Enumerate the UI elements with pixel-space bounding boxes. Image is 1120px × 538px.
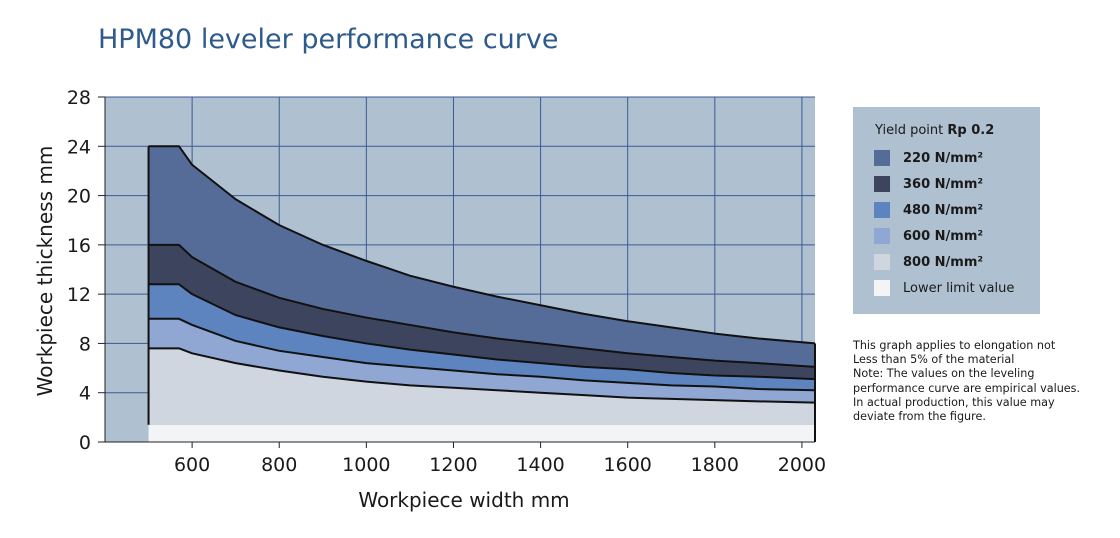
legend-label: 800 N/mm² <box>903 254 984 270</box>
legend: Yield point Rp 0.2 220 N/mm² 360 N/mm² 480… <box>853 107 1040 314</box>
series-line-1 <box>148 243 816 368</box>
x-tick-label: 1600 <box>604 454 652 476</box>
note-line: Note: The values on the leveling <box>853 367 1035 381</box>
x-tick-label: 1000 <box>342 454 390 476</box>
legend-label: 360 N/mm² <box>903 176 984 192</box>
series-line-3 <box>148 317 816 392</box>
note-line: In actual production, this value may <box>853 395 1055 409</box>
note-line: deviate from the figure. <box>853 410 986 424</box>
legend-item: 220 N/mm² <box>874 150 983 166</box>
x-tick-label: 2000 <box>778 454 826 476</box>
x-tick-label: 800 <box>261 454 297 476</box>
y-tick-label: 28 <box>67 87 91 109</box>
y-tick-label: 4 <box>79 383 91 405</box>
legend-item: 800 N/mm² <box>874 254 983 270</box>
x-tick-label: 1200 <box>429 454 477 476</box>
legend-label: 600 N/mm² <box>903 228 984 244</box>
legend-heading-prefix: Yield point <box>875 123 948 138</box>
legend-item: 480 N/mm² <box>874 202 983 218</box>
chart-note: This graph applies to elongation not Les… <box>853 339 1093 424</box>
axes <box>104 97 815 443</box>
y-tick-label: 16 <box>67 235 91 257</box>
legend-item: Lower limit value <box>874 280 1014 296</box>
legend-swatch <box>874 202 890 218</box>
legend-swatch <box>874 176 890 192</box>
x-tick-label: 600 <box>174 454 210 476</box>
legend-swatch <box>874 150 890 166</box>
y-tick-label: 12 <box>67 284 91 306</box>
legend-swatch <box>874 280 890 296</box>
legend-label: 220 N/mm² <box>903 150 984 166</box>
x-tick-label: 1400 <box>516 454 564 476</box>
x-tick-label: 1800 <box>691 454 739 476</box>
series-line-2 <box>148 283 816 381</box>
note-line: Less than 5% of the material <box>853 353 1015 367</box>
y-tick-label: 24 <box>67 136 91 158</box>
legend-swatch <box>874 254 890 270</box>
y-tick-label: 20 <box>67 186 91 208</box>
legend-heading: Yield point Rp 0.2 <box>875 123 994 138</box>
x-axis-label: Workpiece width mm <box>358 488 569 512</box>
note-line: performance curve are empirical values. <box>853 381 1081 395</box>
lower-limit-band <box>148 424 815 442</box>
series-areas <box>147 145 816 442</box>
series-area-4 <box>148 348 815 425</box>
tick-labels: 0 4 8 12 16 20 24 28 600 800 1000 1200 1400 1600 1800 2… <box>67 87 826 476</box>
y-tick-label: 8 <box>79 333 91 355</box>
legend-item: 360 N/mm² <box>874 176 983 192</box>
note-line: This graph applies to elongation not <box>853 339 1056 352</box>
legend-swatch <box>874 228 890 244</box>
legend-item: 600 N/mm² <box>874 228 983 244</box>
y-axis-label: Workpiece thickness mm <box>33 146 57 397</box>
legend-heading-bold: Rp 0.2 <box>947 123 995 138</box>
y-tick-label: 0 <box>79 432 91 454</box>
series-line-0 <box>148 145 816 345</box>
legend-label: Lower limit value <box>903 280 1015 296</box>
legend-label: 480 N/mm² <box>903 202 984 218</box>
chart-title: HPM80 leveler performance curve <box>98 24 559 55</box>
series-line-4 <box>148 347 816 404</box>
